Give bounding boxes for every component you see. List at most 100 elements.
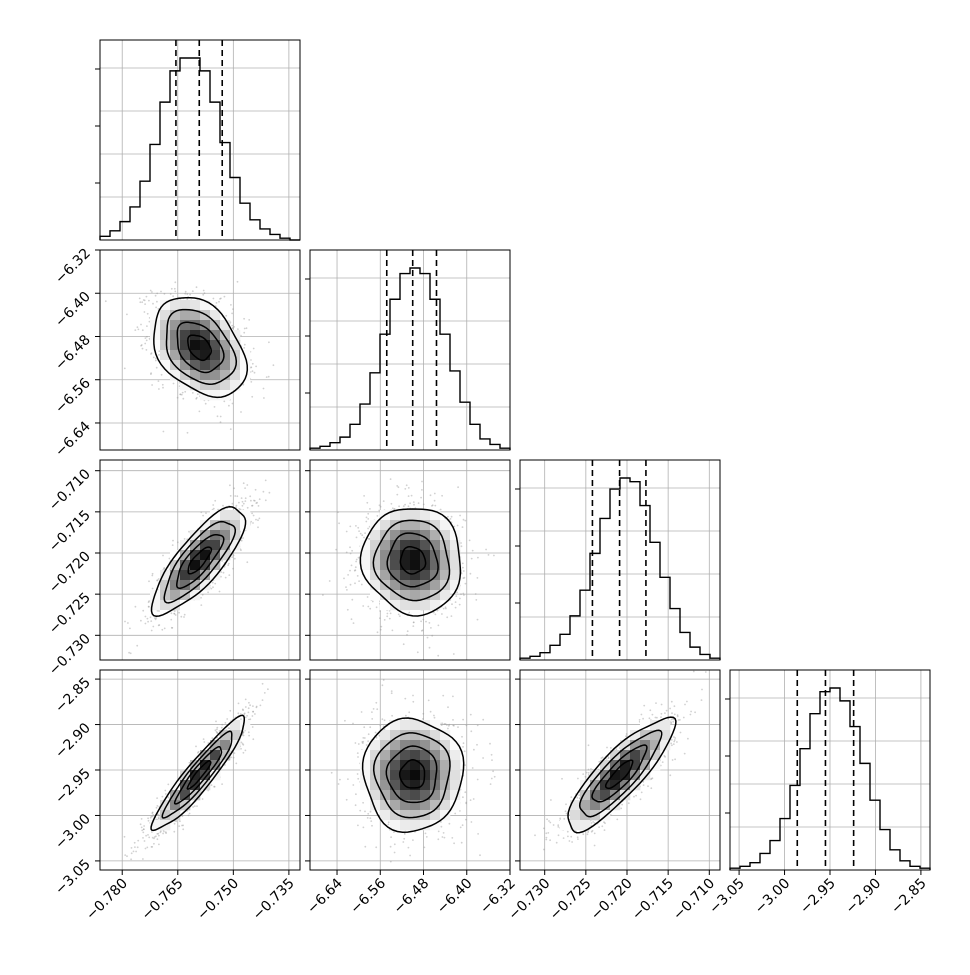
sample-point bbox=[359, 809, 362, 812]
sample-point bbox=[138, 297, 141, 300]
sample-point bbox=[330, 771, 333, 774]
density-cell bbox=[200, 780, 211, 791]
sample-point bbox=[240, 747, 242, 750]
sample-point bbox=[379, 505, 382, 508]
sample-point bbox=[545, 832, 548, 835]
density-cell bbox=[430, 810, 441, 821]
sample-point bbox=[670, 742, 673, 745]
sample-point bbox=[380, 625, 383, 628]
sample-point bbox=[256, 501, 258, 504]
density-cell bbox=[450, 760, 461, 771]
sample-point bbox=[452, 719, 454, 721]
sample-point bbox=[146, 335, 148, 338]
sample-point bbox=[571, 841, 573, 843]
density-cell bbox=[650, 750, 661, 761]
sample-point bbox=[155, 617, 158, 619]
sample-point bbox=[176, 541, 179, 544]
scatter-panel-2-0 bbox=[99, 459, 301, 661]
density-cell bbox=[400, 810, 411, 821]
sample-point bbox=[163, 567, 165, 570]
sample-point bbox=[187, 814, 190, 817]
sample-point bbox=[174, 281, 177, 284]
sample-point bbox=[167, 783, 170, 786]
sample-point bbox=[197, 751, 199, 754]
sample-point bbox=[547, 832, 550, 834]
sample-point bbox=[492, 770, 494, 773]
sample-point bbox=[607, 757, 610, 759]
sample-point bbox=[162, 430, 165, 433]
sample-point bbox=[676, 741, 678, 743]
sample-point bbox=[701, 688, 703, 691]
sample-point bbox=[489, 742, 491, 745]
sample-point bbox=[146, 846, 149, 849]
sample-point bbox=[447, 515, 449, 518]
sample-point bbox=[479, 854, 481, 857]
density-cell bbox=[440, 810, 451, 821]
sample-point bbox=[433, 716, 436, 719]
sample-point bbox=[257, 505, 260, 507]
sample-point bbox=[210, 784, 213, 786]
sample-point bbox=[151, 812, 154, 815]
density-cell bbox=[390, 590, 401, 601]
density-cell bbox=[180, 780, 191, 791]
sample-point bbox=[104, 300, 107, 303]
sample-point bbox=[360, 711, 363, 713]
sample-point bbox=[129, 652, 132, 655]
sample-point bbox=[417, 502, 420, 504]
density-cell bbox=[420, 600, 431, 611]
sample-point bbox=[462, 592, 465, 595]
sample-point bbox=[391, 629, 394, 632]
sample-point bbox=[169, 293, 172, 295]
sample-point bbox=[184, 290, 187, 293]
sample-point bbox=[670, 739, 673, 741]
sample-point bbox=[179, 393, 182, 396]
sample-point bbox=[405, 484, 408, 487]
sample-point bbox=[603, 821, 605, 824]
density-cell bbox=[390, 570, 401, 581]
density-cell bbox=[220, 530, 231, 541]
sample-point bbox=[409, 502, 411, 505]
sample-point bbox=[191, 290, 194, 293]
density-cell bbox=[590, 780, 601, 791]
density-cell bbox=[200, 750, 211, 761]
sample-point bbox=[664, 712, 666, 714]
density-cell bbox=[390, 750, 401, 761]
density-cell bbox=[430, 510, 441, 521]
sample-point bbox=[363, 726, 366, 729]
density-cell bbox=[180, 540, 191, 551]
sample-point bbox=[440, 724, 443, 726]
sample-point bbox=[154, 294, 157, 297]
sample-point bbox=[457, 486, 459, 489]
density-cell bbox=[400, 530, 411, 541]
sample-point bbox=[365, 520, 368, 523]
sample-point bbox=[349, 583, 352, 586]
density-cell bbox=[410, 790, 421, 801]
sample-point bbox=[126, 855, 128, 858]
sample-point bbox=[170, 626, 173, 629]
sample-point bbox=[250, 366, 253, 369]
sample-point bbox=[232, 756, 235, 759]
sample-point bbox=[127, 622, 129, 624]
sample-point bbox=[459, 810, 461, 812]
contour-line bbox=[176, 534, 225, 590]
sample-point bbox=[151, 836, 154, 839]
sample-point bbox=[179, 820, 181, 823]
sample-point bbox=[376, 708, 379, 711]
sample-point bbox=[455, 595, 458, 597]
scatter-panel-3-0 bbox=[99, 669, 301, 871]
sample-point bbox=[214, 729, 217, 732]
density-cell bbox=[360, 540, 371, 551]
density-cell bbox=[220, 550, 231, 561]
sample-point bbox=[147, 817, 150, 820]
sample-point bbox=[186, 431, 189, 434]
density-cell bbox=[440, 570, 451, 581]
sample-point bbox=[223, 565, 226, 568]
y-tick-label: −2.85 bbox=[52, 675, 94, 717]
sample-point bbox=[139, 301, 142, 304]
density-cell bbox=[380, 570, 391, 581]
sample-point bbox=[462, 518, 465, 521]
sample-point bbox=[335, 548, 338, 551]
sample-point bbox=[356, 575, 359, 577]
sample-point bbox=[173, 287, 176, 290]
sample-point bbox=[173, 612, 176, 615]
